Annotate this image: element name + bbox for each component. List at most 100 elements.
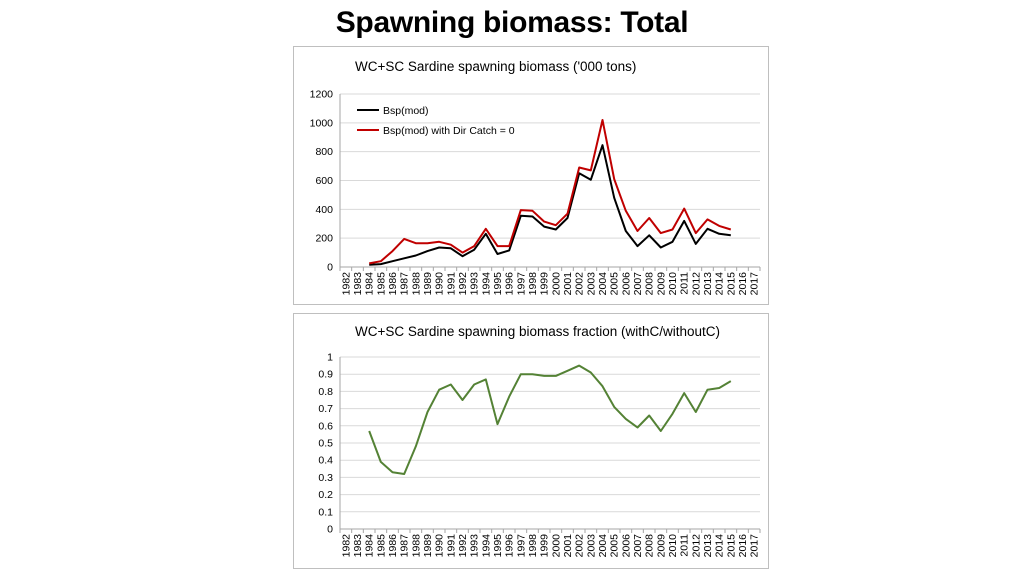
x-tick-label: 2011 xyxy=(679,534,691,557)
y-tick-label: 0.6 xyxy=(318,420,333,432)
y-tick-label: 0.7 xyxy=(318,403,333,415)
y-tick-label: 400 xyxy=(315,204,333,216)
x-tick-label: 2015 xyxy=(725,534,737,558)
x-tick-label: 1991 xyxy=(445,272,457,296)
x-tick-label: 2008 xyxy=(644,272,656,296)
y-tick-label: 0.2 xyxy=(318,489,333,501)
x-tick-label: 1984 xyxy=(364,272,376,296)
x-tick-label: 2000 xyxy=(550,272,562,296)
series-line-1 xyxy=(368,364,732,475)
y-tick-label: 0.3 xyxy=(318,472,333,484)
x-tick-label: 1992 xyxy=(457,534,469,558)
y-tick-label: 0.5 xyxy=(318,438,333,450)
x-tick-label: 1993 xyxy=(469,534,481,558)
biomass-chart-panel: WC+SC Sardine spawning biomass ('000 ton… xyxy=(293,46,769,305)
x-tick-label: 1988 xyxy=(410,534,422,558)
x-tick-label: 2003 xyxy=(585,534,597,558)
x-tick-label: 2012 xyxy=(690,534,702,558)
x-tick-label: 1995 xyxy=(492,534,504,558)
y-tick-label: 1200 xyxy=(310,89,334,101)
y-tick-label: 0.1 xyxy=(318,506,333,518)
x-tick-label: 1982 xyxy=(340,534,352,558)
y-tick-label: 1 xyxy=(327,352,333,364)
x-tick-label: 1987 xyxy=(399,534,411,558)
x-tick-label: 2017 xyxy=(749,272,761,296)
x-tick-label: 2016 xyxy=(737,272,749,296)
x-tick-label: 1999 xyxy=(539,272,551,296)
x-tick-label: 2010 xyxy=(667,534,679,558)
x-tick-label: 2011 xyxy=(679,272,691,295)
x-tick-label: 1986 xyxy=(387,534,399,558)
x-tick-label: 1996 xyxy=(504,534,516,558)
x-tick-label: 2002 xyxy=(574,272,586,296)
y-tick-label: 0 xyxy=(327,524,333,536)
x-tick-label: 2014 xyxy=(714,534,726,558)
x-tick-label: 1987 xyxy=(399,272,411,296)
x-tick-label: 2003 xyxy=(585,272,597,296)
x-tick-label: 1985 xyxy=(375,534,387,558)
x-tick-label: 2006 xyxy=(620,272,632,296)
series-line-1 xyxy=(369,144,731,266)
x-tick-label: 2005 xyxy=(609,534,621,558)
x-tick-label: 2009 xyxy=(655,272,667,296)
y-tick-label: 1000 xyxy=(310,117,334,129)
x-tick-label: 2007 xyxy=(632,534,644,558)
x-tick-label: 2006 xyxy=(620,534,632,558)
legend-label: Bsp(mod) xyxy=(383,105,429,117)
x-tick-label: 1983 xyxy=(352,534,364,558)
x-tick-label: 2001 xyxy=(562,534,574,558)
x-tick-label: 2010 xyxy=(667,272,679,296)
x-tick-label: 2017 xyxy=(749,534,761,558)
x-tick-label: 1983 xyxy=(352,272,364,296)
x-tick-label: 1994 xyxy=(480,272,492,296)
chart-title: WC+SC Sardine spawning biomass fraction … xyxy=(355,324,720,339)
x-tick-label: 1984 xyxy=(364,534,376,558)
y-tick-label: 0 xyxy=(327,262,333,274)
y-tick-label: 0.9 xyxy=(318,369,333,381)
x-tick-label: 2013 xyxy=(702,272,714,296)
x-tick-label: 1997 xyxy=(515,272,527,296)
x-tick-label: 2014 xyxy=(714,272,726,296)
x-tick-label: 2005 xyxy=(609,272,621,296)
y-tick-label: 600 xyxy=(315,175,333,187)
x-tick-label: 1999 xyxy=(539,534,551,558)
y-tick-label: 0.4 xyxy=(318,455,333,467)
x-tick-label: 1990 xyxy=(434,534,446,558)
x-tick-label: 1982 xyxy=(340,272,352,296)
x-tick-label: 2007 xyxy=(632,272,644,296)
x-tick-label: 1996 xyxy=(504,272,516,296)
chart-title: WC+SC Sardine spawning biomass ('000 ton… xyxy=(355,59,636,74)
x-tick-label: 1997 xyxy=(515,534,527,558)
y-tick-label: 0.8 xyxy=(318,386,333,398)
y-tick-label: 200 xyxy=(315,233,333,245)
x-tick-label: 1995 xyxy=(492,272,504,296)
x-tick-label: 2012 xyxy=(690,272,702,296)
x-tick-label: 1993 xyxy=(469,272,481,296)
fraction-chart: WC+SC Sardine spawning biomass fraction … xyxy=(318,324,761,558)
slide-title: Spawning biomass: Total xyxy=(335,6,689,39)
fraction-chart-panel: WC+SC Sardine spawning biomass fraction … xyxy=(293,313,769,569)
biomass-chart: WC+SC Sardine spawning biomass ('000 ton… xyxy=(310,59,761,296)
x-tick-label: 2015 xyxy=(725,272,737,296)
x-tick-label: 2016 xyxy=(737,534,749,558)
x-tick-label: 1988 xyxy=(410,272,422,296)
x-tick-label: 2008 xyxy=(644,534,656,558)
x-tick-label: 1989 xyxy=(422,272,434,296)
x-tick-label: 1991 xyxy=(445,534,457,558)
series-line-2 xyxy=(369,119,732,265)
x-tick-label: 1990 xyxy=(434,272,446,296)
x-tick-label: 2004 xyxy=(597,272,609,296)
legend-label: Bsp(mod) with Dir Catch = 0 xyxy=(383,125,515,137)
x-tick-label: 1998 xyxy=(527,272,539,296)
x-tick-label: 1998 xyxy=(527,534,539,558)
x-tick-label: 2004 xyxy=(597,534,609,558)
x-tick-label: 2000 xyxy=(550,534,562,558)
y-tick-label: 800 xyxy=(315,146,333,158)
x-tick-label: 2009 xyxy=(655,534,667,558)
x-tick-label: 1985 xyxy=(375,272,387,296)
x-tick-label: 1986 xyxy=(387,272,399,296)
x-tick-label: 2002 xyxy=(574,534,586,558)
x-tick-label: 1994 xyxy=(480,534,492,558)
x-tick-label: 1992 xyxy=(457,272,469,296)
x-tick-label: 2013 xyxy=(702,534,714,558)
